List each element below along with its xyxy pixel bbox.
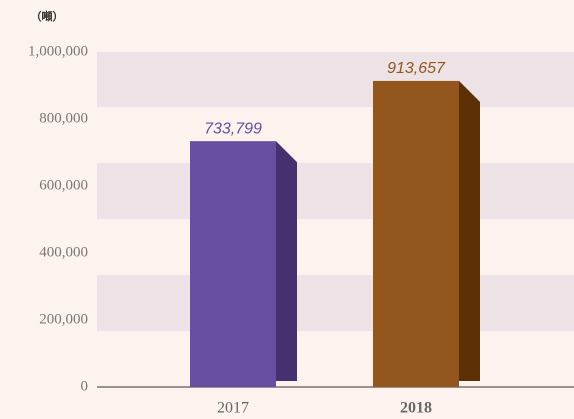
bar bbox=[190, 141, 276, 387]
unit-label: （噸） bbox=[31, 9, 64, 23]
y-tick-label: 600,000 bbox=[39, 177, 88, 193]
x-tick-label: 2018 bbox=[400, 400, 432, 417]
y-tick-label: 1,000,000 bbox=[28, 43, 88, 59]
x-tick-label: 2017 bbox=[217, 400, 249, 417]
y-tick-label: 200,000 bbox=[39, 311, 88, 327]
band bbox=[97, 52, 574, 107]
y-tick-label: 800,000 bbox=[39, 110, 88, 126]
y-tick-label: 0 bbox=[81, 378, 89, 394]
y-tick-label: 400,000 bbox=[39, 244, 88, 260]
bar-side bbox=[276, 141, 297, 381]
bar bbox=[373, 80, 459, 388]
bar-side bbox=[459, 80, 480, 382]
band bbox=[97, 163, 574, 219]
band bbox=[97, 275, 574, 331]
value-label: 913,657 bbox=[387, 60, 446, 77]
value-label: 733,799 bbox=[204, 120, 262, 137]
